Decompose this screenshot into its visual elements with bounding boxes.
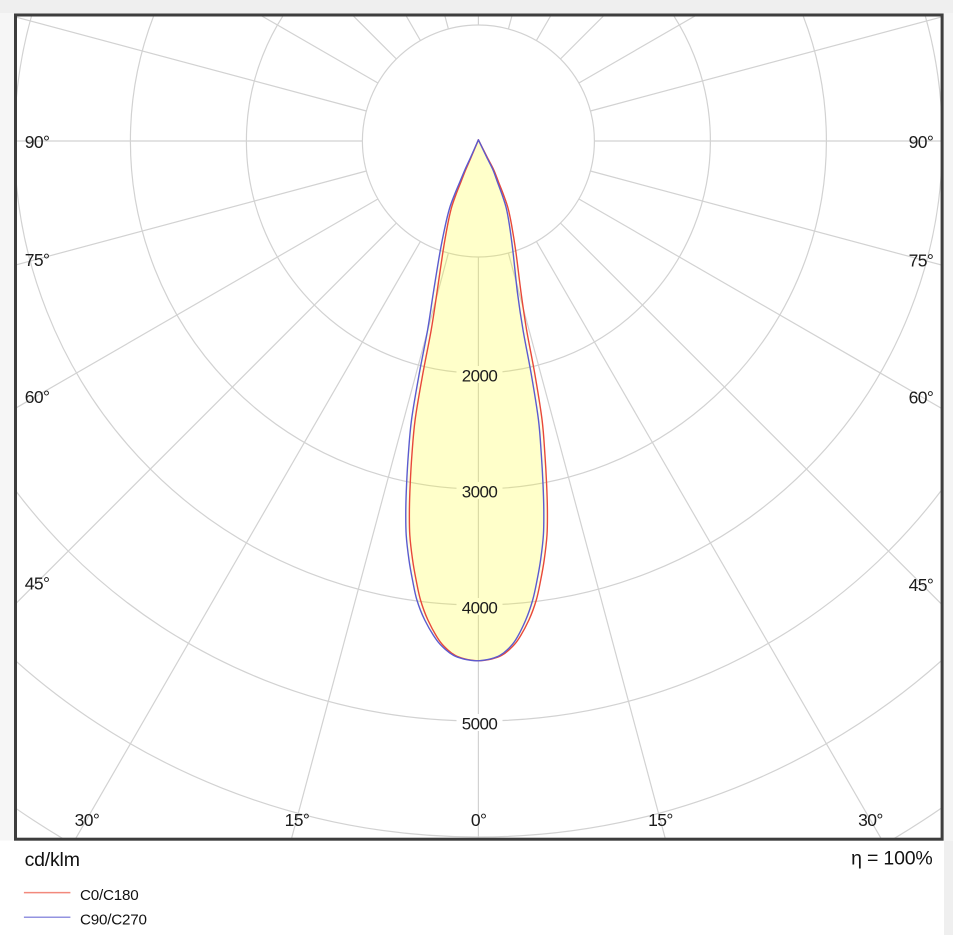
svg-text:2000: 2000: [462, 367, 498, 386]
svg-text:90°: 90°: [909, 132, 934, 152]
svg-text:15°: 15°: [648, 810, 673, 830]
svg-text:45°: 45°: [909, 575, 934, 595]
svg-text:C0/C180: C0/C180: [80, 887, 139, 904]
svg-text:90°: 90°: [25, 132, 50, 152]
svg-text:5000: 5000: [462, 715, 498, 734]
svg-text:75°: 75°: [909, 251, 934, 271]
svg-text:30°: 30°: [858, 810, 883, 830]
svg-text:η = 100%: η = 100%: [851, 847, 932, 869]
svg-text:0°: 0°: [471, 810, 487, 830]
svg-text:60°: 60°: [25, 387, 50, 407]
svg-text:3000: 3000: [462, 483, 498, 502]
svg-text:30°: 30°: [75, 810, 100, 830]
svg-text:cd/klm: cd/klm: [25, 849, 80, 871]
svg-text:60°: 60°: [909, 388, 934, 408]
svg-text:75°: 75°: [25, 250, 50, 270]
svg-text:45°: 45°: [25, 574, 50, 594]
svg-text:15°: 15°: [285, 810, 310, 830]
svg-text:4000: 4000: [462, 599, 498, 618]
svg-text:C90/C270: C90/C270: [80, 912, 147, 929]
